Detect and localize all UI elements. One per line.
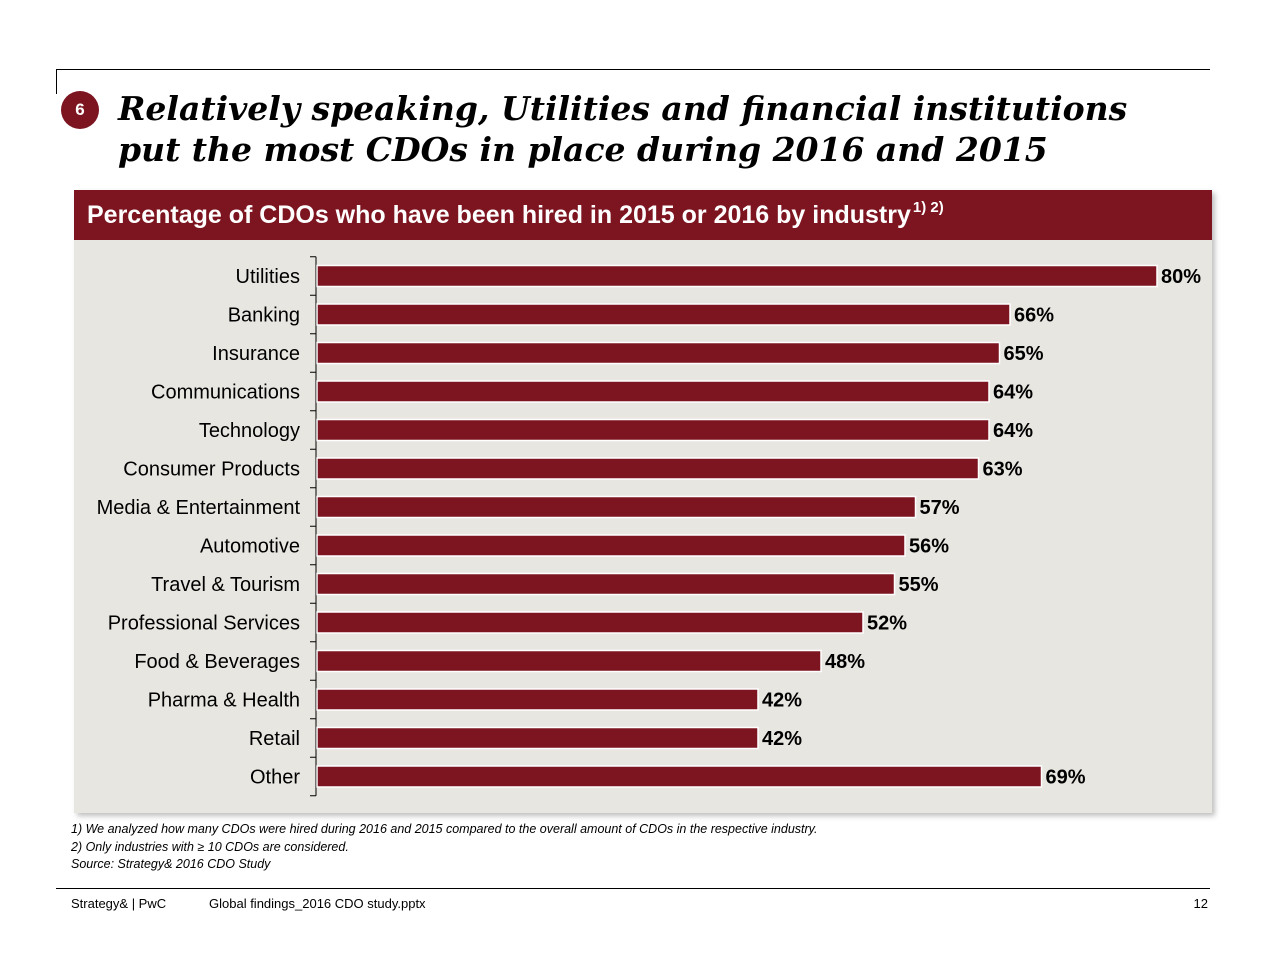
data-label: 64% xyxy=(993,420,1033,442)
footnotes: 1) We analyzed how many CDOs were hired … xyxy=(71,821,817,874)
footnote-2: 2) Only industries with ≥ 10 CDOs are co… xyxy=(71,839,349,854)
bar xyxy=(316,457,980,480)
bar-chart: Utilities 80% Banking 66% Insurance 65% Commun… xyxy=(97,256,1201,797)
category-label: Banking xyxy=(228,305,300,327)
category-label: Technology xyxy=(199,420,300,442)
category-label: Travel & Tourism xyxy=(151,574,300,596)
bar xyxy=(316,649,822,673)
bar xyxy=(316,726,759,750)
bar xyxy=(316,264,1158,288)
bar xyxy=(316,534,906,557)
bar xyxy=(316,380,990,403)
chart-title-bar: Percentage of CDOs who have been hired i… xyxy=(74,190,1212,240)
category-label: Media & Entertainment xyxy=(97,497,301,519)
slide-number-badge: 6 xyxy=(61,91,99,129)
bottom-rule xyxy=(56,888,1210,889)
data-label: 48% xyxy=(825,651,865,673)
category-label: Communications xyxy=(151,382,300,404)
page-number: 12 xyxy=(1193,896,1208,911)
footer-filename: Global findings_2016 CDO study.pptx xyxy=(209,896,426,911)
data-label: 56% xyxy=(909,536,949,558)
bar xyxy=(316,303,1011,326)
headline-line-2: put the most CDOs in place during 2016 a… xyxy=(118,130,1048,169)
category-label: Insurance xyxy=(212,343,300,365)
chart-panel: Percentage of CDOs who have been hired i… xyxy=(74,190,1212,813)
bar xyxy=(316,765,1043,788)
bar xyxy=(316,572,896,596)
category-label: Retail xyxy=(249,728,300,750)
data-label: 66% xyxy=(1014,305,1054,327)
bar xyxy=(316,495,917,519)
bar xyxy=(316,611,864,634)
top-rule-tick xyxy=(56,69,57,94)
chart-title: Percentage of CDOs who have been hired i… xyxy=(87,201,911,229)
source-note: Source: Strategy& 2016 CDO Study xyxy=(71,857,271,871)
data-label: 80% xyxy=(1161,266,1201,288)
bar xyxy=(316,688,759,711)
data-label: 55% xyxy=(899,574,939,596)
category-label: Automotive xyxy=(200,536,300,558)
data-label: 63% xyxy=(983,459,1023,481)
category-label: Pharma & Health xyxy=(148,690,300,712)
top-rule xyxy=(56,69,1210,70)
data-label: 42% xyxy=(762,728,802,750)
footer-brand: Strategy& | PwC xyxy=(71,896,167,911)
data-label: 42% xyxy=(762,690,802,712)
category-label: Other xyxy=(250,767,300,789)
data-label: 57% xyxy=(920,497,960,519)
category-label: Utilities xyxy=(236,266,300,288)
category-label: Consumer Products xyxy=(123,459,300,481)
data-label: 65% xyxy=(1004,343,1044,365)
bar xyxy=(316,418,990,442)
data-label: 69% xyxy=(1046,767,1086,789)
chart-title-footnote-ref: 1) 2) xyxy=(912,199,944,216)
data-label: 52% xyxy=(867,613,907,635)
slide-headline: Relatively speaking, Utilities and finan… xyxy=(118,88,1198,170)
data-label: 64% xyxy=(993,382,1033,404)
category-label: Food & Beverages xyxy=(134,651,300,673)
category-label: Professional Services xyxy=(108,613,300,635)
footnote-1: 1) We analyzed how many CDOs were hired … xyxy=(71,822,818,836)
bar xyxy=(316,341,1001,365)
headline-line-1: Relatively speaking, Utilities and finan… xyxy=(118,89,1128,128)
